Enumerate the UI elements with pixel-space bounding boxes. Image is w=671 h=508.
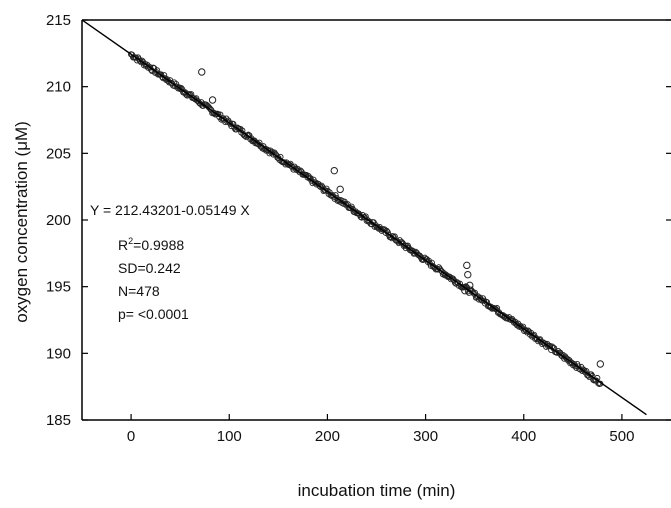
data-point bbox=[317, 183, 324, 191]
data-point bbox=[330, 166, 338, 175]
regression-stat: SD=0.242 bbox=[118, 260, 181, 276]
regression-equation: Y = 212.43201-0.05149 X bbox=[90, 202, 250, 218]
y-tick-label: 210 bbox=[46, 79, 71, 96]
data-point bbox=[292, 165, 299, 172]
x-tick-label: 0 bbox=[127, 428, 135, 445]
data-point bbox=[268, 149, 275, 156]
data-point bbox=[533, 334, 540, 342]
data-point bbox=[596, 360, 605, 368]
data-point bbox=[438, 268, 445, 275]
x-tick-label: 400 bbox=[511, 428, 536, 445]
data-point bbox=[568, 359, 575, 366]
y-tick-label: 190 bbox=[46, 345, 71, 362]
data-point bbox=[226, 119, 233, 126]
y-axis-ticks: 185 190 195 200 205 210 215 bbox=[46, 12, 671, 429]
data-point bbox=[466, 281, 474, 290]
regression-stat: N=478 bbox=[118, 283, 160, 299]
data-point bbox=[429, 262, 436, 270]
x-axis-ticks: 0 100 200 300 400 500 bbox=[127, 414, 634, 445]
data-point bbox=[186, 91, 193, 98]
y-axis-title: oxygen concentration (μM) bbox=[12, 121, 31, 323]
x-tick-label: 300 bbox=[413, 428, 438, 445]
x-tick-label: 200 bbox=[315, 428, 340, 445]
regression-stat: R2=0.9988 bbox=[118, 236, 184, 253]
fit-line bbox=[81, 19, 647, 416]
data-point bbox=[464, 270, 472, 279]
x-axis-title: incubation time (min) bbox=[298, 481, 456, 500]
y-tick-label: 185 bbox=[46, 412, 71, 429]
data-point bbox=[198, 68, 206, 76]
data-point bbox=[177, 86, 184, 93]
data-point bbox=[519, 324, 526, 331]
data-point bbox=[208, 96, 217, 104]
data-point bbox=[244, 132, 251, 139]
y-tick-label: 195 bbox=[46, 279, 71, 296]
data-point bbox=[463, 261, 471, 270]
y-tick-label: 200 bbox=[46, 212, 71, 229]
y-tick-label: 215 bbox=[46, 12, 71, 29]
x-tick-label: 100 bbox=[217, 428, 242, 445]
x-tick-label: 500 bbox=[609, 428, 634, 445]
data-point bbox=[253, 139, 260, 146]
data-point bbox=[523, 327, 530, 334]
y-tick-label: 205 bbox=[46, 145, 71, 162]
regression-stats: R2=0.9988 SD=0.242 N=478 p= <0.0001 bbox=[118, 236, 189, 322]
regression-stat: p= <0.0001 bbox=[118, 306, 189, 322]
data-point bbox=[336, 185, 344, 194]
fit-line-group bbox=[81, 19, 647, 416]
data-point bbox=[251, 137, 258, 144]
